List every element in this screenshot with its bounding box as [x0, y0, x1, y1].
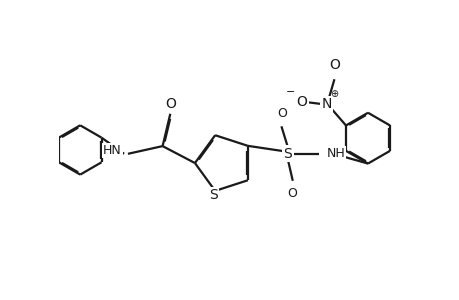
Text: −: − — [285, 87, 295, 97]
Text: ⊕: ⊕ — [330, 89, 338, 99]
Text: O: O — [287, 187, 297, 200]
Text: O: O — [328, 58, 339, 72]
Text: O: O — [164, 97, 175, 111]
Text: O: O — [276, 107, 286, 120]
Text: S: S — [283, 147, 291, 160]
Text: NH: NH — [326, 147, 344, 160]
Text: N: N — [321, 97, 331, 111]
Text: S: S — [209, 188, 218, 202]
Text: O: O — [296, 95, 307, 109]
Text: HN: HN — [103, 144, 122, 157]
